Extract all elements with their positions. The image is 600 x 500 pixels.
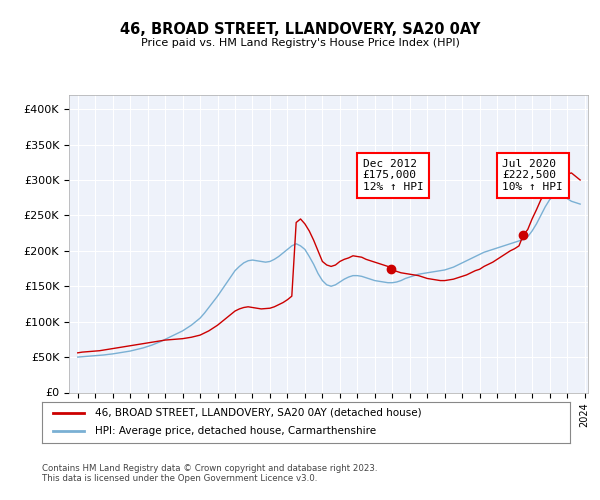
Text: Contains HM Land Registry data © Crown copyright and database right 2023.
This d: Contains HM Land Registry data © Crown c… (42, 464, 377, 483)
Text: 46, BROAD STREET, LLANDOVERY, SA20 0AY (detached house): 46, BROAD STREET, LLANDOVERY, SA20 0AY (… (95, 408, 421, 418)
Text: Price paid vs. HM Land Registry's House Price Index (HPI): Price paid vs. HM Land Registry's House … (140, 38, 460, 48)
Text: 46, BROAD STREET, LLANDOVERY, SA20 0AY: 46, BROAD STREET, LLANDOVERY, SA20 0AY (120, 22, 480, 36)
Text: HPI: Average price, detached house, Carmarthenshire: HPI: Average price, detached house, Carm… (95, 426, 376, 436)
Text: Jul 2020
£222,500
10% ↑ HPI: Jul 2020 £222,500 10% ↑ HPI (502, 159, 563, 192)
Text: Dec 2012
£175,000
12% ↑ HPI: Dec 2012 £175,000 12% ↑ HPI (362, 159, 424, 192)
